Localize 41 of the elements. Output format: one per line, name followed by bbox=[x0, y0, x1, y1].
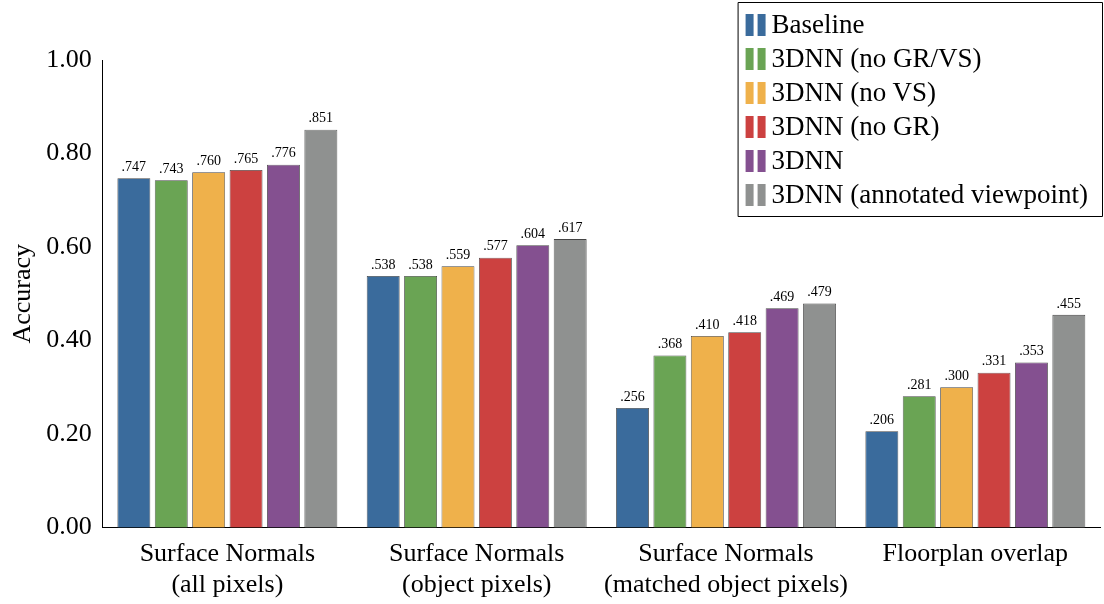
y-tick-label: 0.20 bbox=[46, 417, 92, 447]
data-label: .353 bbox=[1019, 343, 1044, 359]
data-label: .300 bbox=[944, 367, 969, 383]
y-tick-label: 0.00 bbox=[46, 511, 92, 541]
data-label: .368 bbox=[657, 336, 683, 352]
data-label: .617 bbox=[557, 219, 583, 235]
y-tick-label: 0.40 bbox=[46, 324, 92, 354]
legend-label: 3DNN (annotated viewpoint) bbox=[771, 179, 1088, 210]
data-label: .538 bbox=[370, 256, 396, 272]
legend-label: 3DNN (no GR) bbox=[771, 111, 940, 142]
data-label: .851 bbox=[308, 110, 334, 126]
data-label: .479 bbox=[807, 284, 832, 300]
data-label: .604 bbox=[520, 225, 546, 241]
data-label: .538 bbox=[408, 256, 433, 272]
data-label: .743 bbox=[159, 160, 184, 176]
legend-label: 3DNN (no GR/VS) bbox=[771, 43, 982, 74]
data-label: .206 bbox=[869, 411, 895, 427]
y-tick-label: 0.80 bbox=[46, 137, 92, 167]
data-label: .256 bbox=[620, 388, 645, 404]
legend-label: Baseline bbox=[771, 9, 865, 40]
data-label: .455 bbox=[1056, 295, 1082, 311]
y-axis-title: Accuracy bbox=[7, 244, 37, 344]
data-label: .559 bbox=[445, 246, 471, 262]
data-label: .331 bbox=[981, 353, 1007, 369]
data-label: .765 bbox=[233, 150, 259, 166]
data-label: .410 bbox=[695, 316, 720, 332]
x-tick-label: Floorplan overlap bbox=[882, 538, 1069, 568]
data-label: .747 bbox=[121, 158, 147, 174]
data-label: .776 bbox=[271, 145, 296, 161]
x-tick-label: Surface Normals (object pixels) bbox=[388, 538, 565, 599]
x-tick-label: Surface Normals (matched object pixels) bbox=[604, 538, 849, 599]
data-label: .469 bbox=[769, 288, 795, 304]
legend-label: 3DNN (no VS) bbox=[771, 77, 937, 108]
data-label: .577 bbox=[483, 238, 508, 254]
data-label: .418 bbox=[732, 312, 757, 328]
y-tick-label: 1.00 bbox=[46, 43, 92, 73]
legend-label: 3DNN bbox=[771, 145, 844, 176]
x-tick-label: Surface Normals (all pixels) bbox=[139, 538, 316, 599]
data-label: .281 bbox=[906, 376, 932, 392]
data-label: .760 bbox=[196, 152, 221, 168]
y-tick-label: 0.60 bbox=[46, 230, 92, 260]
